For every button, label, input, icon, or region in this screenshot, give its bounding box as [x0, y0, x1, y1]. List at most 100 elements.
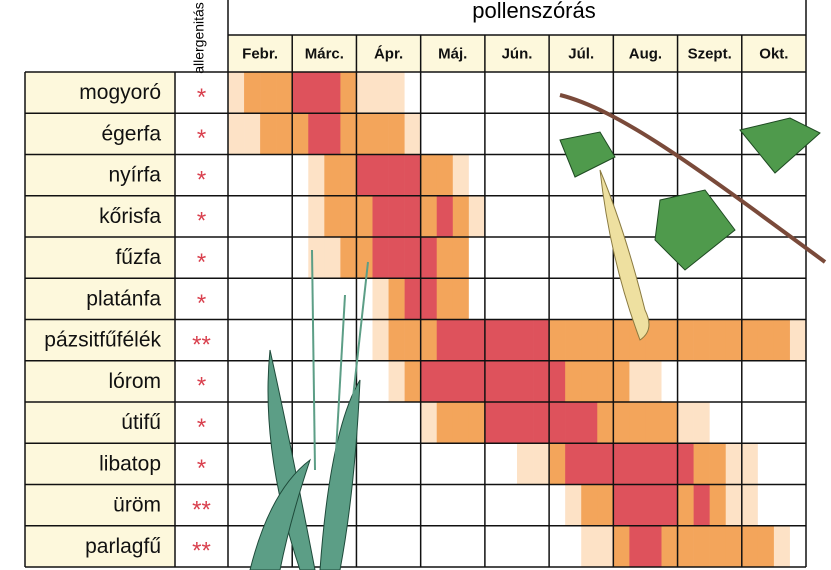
pollen-level — [404, 237, 421, 279]
pollen-level — [308, 360, 325, 402]
pollen-level — [661, 72, 678, 114]
pollen-level — [789, 278, 807, 320]
pollen-level — [565, 360, 582, 402]
pollen-level — [517, 319, 534, 361]
allergenicity: * — [197, 249, 206, 276]
pollen-level — [388, 402, 405, 444]
pollen-level — [500, 443, 518, 485]
pollen-level — [244, 360, 261, 402]
pollen-level — [549, 402, 566, 444]
pollen-level — [581, 443, 598, 485]
pollen-level — [452, 360, 470, 402]
pollen-level — [420, 402, 438, 444]
pollen-level — [372, 113, 389, 155]
pollen-level — [468, 72, 486, 114]
pollen-level — [308, 278, 325, 320]
pollen-level — [645, 278, 662, 320]
pollen-level — [500, 484, 518, 526]
pollen-level — [757, 443, 775, 485]
pollen-level — [244, 278, 261, 320]
pollen-level — [533, 484, 550, 526]
pollen-level — [709, 72, 727, 114]
pollen-level — [276, 360, 293, 402]
pollen-level — [404, 113, 421, 155]
pollen-level — [757, 525, 775, 567]
pollen-level — [741, 525, 759, 567]
pollen-level — [597, 319, 614, 361]
pollen-level — [484, 484, 502, 526]
pollen-level — [533, 113, 550, 155]
pollen-level — [244, 113, 261, 155]
pollen-level — [629, 525, 646, 567]
pollen-level — [613, 72, 630, 114]
pollen-level — [725, 154, 743, 196]
pollen-level — [677, 402, 694, 444]
pollen-level — [500, 278, 518, 320]
pollen-level — [436, 195, 454, 237]
pollen-level — [228, 484, 245, 526]
pollen-level — [292, 237, 309, 279]
pollen-level — [549, 525, 566, 567]
pollen-level — [260, 72, 277, 114]
pollen-level — [340, 113, 357, 155]
pollen-level — [757, 360, 775, 402]
pollen-level — [661, 525, 678, 567]
leaf — [559, 131, 616, 178]
pollen-level — [725, 360, 743, 402]
pollen-level — [757, 237, 775, 279]
pollen-level — [533, 525, 550, 567]
pollen-level — [645, 319, 662, 361]
pollen-level — [324, 278, 341, 320]
pollen-level — [324, 113, 341, 155]
plant-name: útifű — [121, 411, 161, 434]
pollen-level — [436, 443, 454, 485]
pollen-level — [420, 525, 438, 567]
pollen-level — [388, 525, 405, 567]
plant-name: libatop — [99, 452, 161, 475]
pollen-level — [372, 154, 389, 196]
pollen-level — [661, 319, 678, 361]
pollen-level — [709, 484, 727, 526]
pollen-level — [773, 72, 791, 114]
plant-name: üröm — [113, 494, 161, 517]
pollen-level — [517, 443, 534, 485]
pollen-level — [741, 72, 759, 114]
pollen-level — [677, 113, 694, 155]
pollen-level — [500, 195, 518, 237]
pollen-level — [500, 72, 518, 114]
pollen-level — [324, 237, 341, 279]
pollen-level — [709, 113, 727, 155]
pollen-level — [484, 154, 502, 196]
pollen-level — [276, 154, 293, 196]
pollen-level — [356, 195, 373, 237]
pollen-level — [693, 360, 710, 402]
pollen-level — [597, 525, 614, 567]
pollen-level — [629, 443, 646, 485]
pollen-level — [613, 402, 630, 444]
plant-name: nyírfa — [108, 164, 161, 187]
pollen-level — [709, 278, 727, 320]
pollen-level — [789, 360, 807, 402]
pollen-level — [340, 278, 357, 320]
pollen-level — [468, 154, 486, 196]
pollen-level — [228, 237, 245, 279]
pollen-level — [356, 113, 373, 155]
pollen-level — [292, 72, 309, 114]
pollen-level — [725, 443, 743, 485]
pollen-level — [340, 154, 357, 196]
pollen-level — [420, 278, 438, 320]
pollen-level — [597, 237, 614, 279]
pollen-level — [436, 360, 454, 402]
pollen-level — [404, 402, 421, 444]
month-label: Márc. — [305, 45, 344, 62]
pollen-level — [789, 484, 807, 526]
leaf — [739, 117, 821, 174]
pollen-level — [533, 360, 550, 402]
pollen-level — [228, 319, 245, 361]
pollen-level — [693, 484, 710, 526]
pollen-level — [452, 484, 470, 526]
pollen-level — [308, 237, 325, 279]
pollen-level — [388, 278, 405, 320]
pollen-level — [388, 319, 405, 361]
pollen-level — [436, 278, 454, 320]
